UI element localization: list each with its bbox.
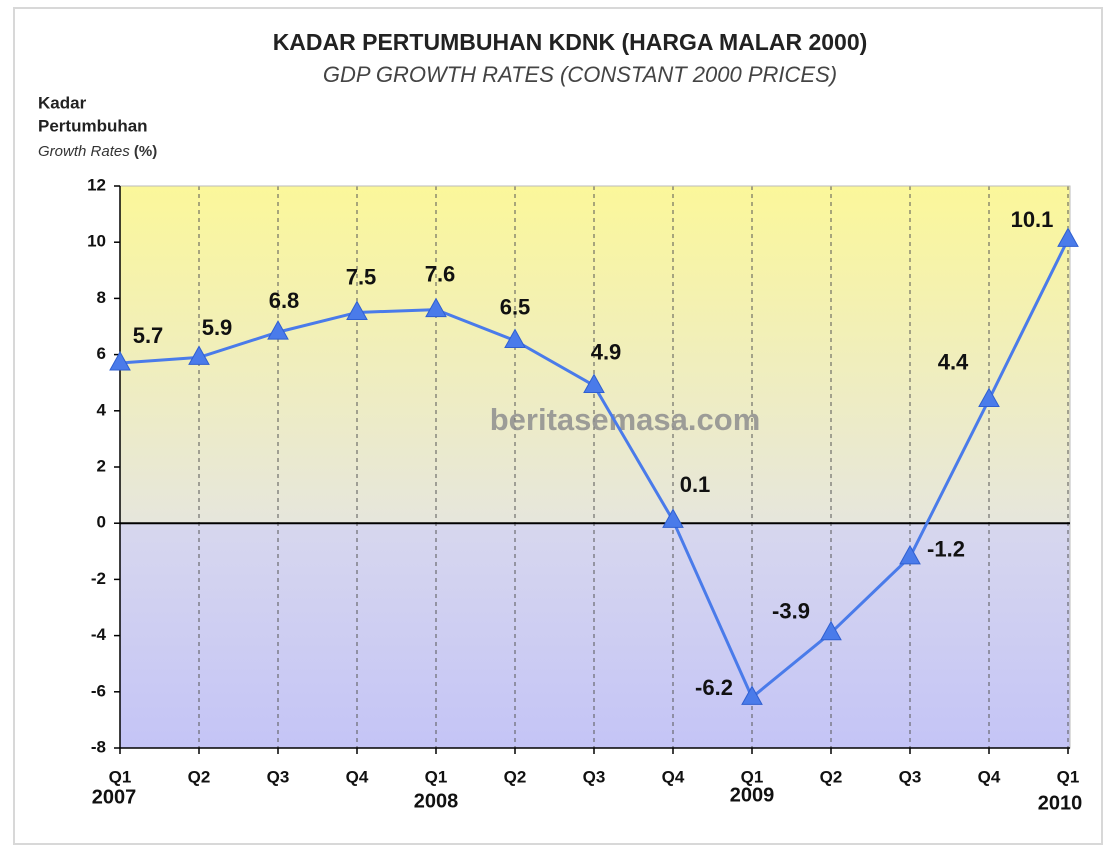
data-label: 4.9: [591, 339, 622, 364]
data-point: [820, 620, 842, 641]
x-tick-label: Q2: [820, 767, 843, 786]
data-point: [109, 351, 131, 371]
x-tick-label: Q4: [346, 767, 369, 786]
year-label: 2008: [414, 790, 459, 812]
data-label: -3.9: [772, 599, 810, 624]
year-label: 2009: [730, 784, 775, 806]
x-tick-label: Q1: [109, 767, 132, 786]
data-point: [741, 685, 763, 705]
x-tick-label: Q1: [1057, 767, 1080, 786]
x-tick-label: Q1: [741, 767, 764, 786]
y-tick-label: -6: [91, 681, 106, 700]
y-axis-label: Pertumbuhan: [38, 116, 148, 135]
y-axis-label: Kadar: [38, 93, 87, 112]
x-tick-label: Q2: [188, 767, 211, 786]
data-point: [188, 345, 210, 365]
x-tick-label: Q2: [504, 767, 527, 786]
data-point: [583, 373, 605, 394]
data-label: 10.1: [1011, 207, 1054, 232]
y-tick-label: -8: [91, 737, 106, 756]
x-tick-label: Q3: [583, 767, 606, 786]
data-point: [899, 544, 921, 565]
data-label: 6.8: [269, 288, 300, 313]
y-tick-label: 10: [87, 232, 106, 251]
data-label: 5.7: [133, 323, 164, 348]
y-tick-label: 6: [97, 344, 106, 363]
y-tick-label: -2: [91, 569, 106, 588]
y-tick-label: 2: [97, 456, 106, 475]
data-label: 7.6: [425, 261, 456, 286]
y-axis-label-en: Growth Rates: [38, 143, 130, 160]
data-label: -6.2: [695, 675, 733, 700]
data-point: [504, 328, 526, 349]
y-tick-label: -4: [91, 625, 107, 644]
x-tick-label: Q3: [267, 767, 290, 786]
data-label: 7.5: [346, 264, 377, 289]
data-point: [425, 297, 447, 318]
data-label: 5.9: [202, 315, 233, 340]
data-label: -1.2: [927, 537, 965, 562]
data-point: [346, 300, 368, 320]
y-axis-unit: (%): [134, 143, 157, 160]
data-point: [662, 508, 684, 528]
x-tick-label: Q4: [978, 767, 1001, 786]
year-label: 2010: [1038, 792, 1083, 814]
year-label: 2007: [92, 786, 137, 808]
chart-subtitle: GDP GROWTH RATES (CONSTANT 2000 PRICES): [323, 62, 837, 87]
chart-title: KADAR PERTUMBUHAN KDNK (HARGA MALAR 2000…: [273, 29, 868, 55]
x-tick-label: Q4: [662, 767, 685, 786]
y-tick-label: 4: [97, 400, 107, 419]
data-label: 6.5: [500, 294, 531, 319]
x-tick-label: Q3: [899, 767, 922, 786]
x-tick-label: Q1: [425, 767, 448, 786]
y-tick-label: 0: [97, 513, 106, 532]
data-label: 4.4: [938, 349, 969, 374]
y-axis-label: Growth Rates (%): [38, 143, 157, 160]
data-point: [1057, 227, 1079, 247]
data-label: 0.1: [680, 472, 711, 497]
y-tick-label: 8: [97, 288, 106, 307]
data-point: [267, 320, 289, 340]
y-tick-label: 12: [87, 175, 106, 194]
watermark: beritasemasa.com: [490, 402, 761, 437]
data-point: [978, 387, 1000, 408]
